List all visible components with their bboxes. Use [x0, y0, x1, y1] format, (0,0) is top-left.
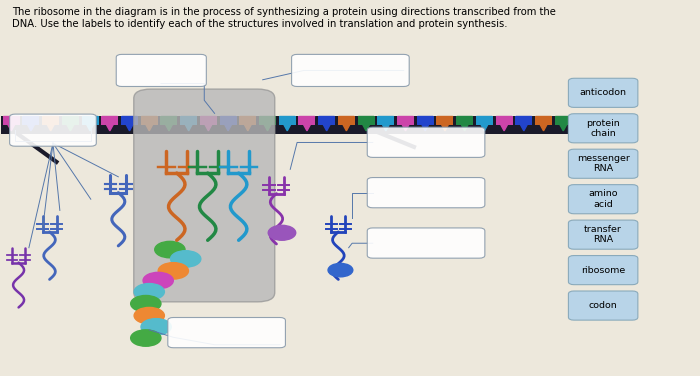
Text: messenger
RNA: messenger RNA [577, 154, 629, 173]
FancyBboxPatch shape [568, 114, 638, 143]
FancyBboxPatch shape [1, 115, 593, 133]
Polygon shape [438, 117, 453, 131]
FancyBboxPatch shape [318, 117, 335, 126]
FancyBboxPatch shape [239, 117, 256, 126]
Text: amino
acid: amino acid [589, 190, 618, 209]
Polygon shape [181, 117, 197, 131]
Polygon shape [496, 117, 512, 131]
Polygon shape [141, 117, 157, 131]
Text: anticodon: anticodon [580, 88, 627, 97]
FancyBboxPatch shape [82, 117, 99, 126]
FancyBboxPatch shape [397, 117, 414, 126]
FancyBboxPatch shape [42, 117, 60, 126]
FancyBboxPatch shape [220, 117, 237, 126]
Polygon shape [102, 117, 118, 131]
FancyBboxPatch shape [62, 117, 79, 126]
Polygon shape [83, 117, 98, 131]
Polygon shape [477, 117, 492, 131]
Text: The ribosome in the diagram is in the process of synthesizing a protein using di: The ribosome in the diagram is in the pr… [12, 7, 556, 29]
Circle shape [155, 241, 185, 258]
Polygon shape [23, 117, 38, 131]
Circle shape [268, 225, 295, 240]
Circle shape [143, 272, 174, 289]
FancyBboxPatch shape [292, 55, 410, 86]
FancyBboxPatch shape [3, 117, 20, 126]
Polygon shape [240, 117, 256, 131]
Polygon shape [201, 117, 216, 131]
Polygon shape [358, 117, 374, 131]
Polygon shape [43, 117, 59, 131]
FancyBboxPatch shape [535, 117, 552, 126]
FancyBboxPatch shape [568, 78, 638, 108]
FancyBboxPatch shape [368, 177, 485, 208]
FancyBboxPatch shape [134, 89, 275, 302]
Text: codon: codon [589, 301, 617, 310]
FancyBboxPatch shape [22, 117, 39, 126]
Polygon shape [62, 117, 78, 131]
Polygon shape [319, 117, 335, 131]
Circle shape [131, 296, 161, 312]
Polygon shape [339, 117, 354, 131]
Text: transfer
RNA: transfer RNA [584, 225, 622, 244]
FancyBboxPatch shape [568, 149, 638, 178]
FancyBboxPatch shape [476, 117, 493, 126]
FancyBboxPatch shape [116, 55, 206, 86]
FancyBboxPatch shape [496, 117, 512, 126]
FancyBboxPatch shape [368, 228, 485, 258]
FancyBboxPatch shape [416, 117, 434, 126]
FancyBboxPatch shape [515, 117, 532, 126]
Polygon shape [161, 117, 177, 131]
FancyBboxPatch shape [456, 117, 473, 126]
Polygon shape [220, 117, 236, 131]
Circle shape [131, 330, 161, 346]
FancyBboxPatch shape [568, 256, 638, 285]
Circle shape [171, 251, 201, 267]
Polygon shape [260, 117, 275, 131]
Polygon shape [556, 117, 571, 131]
FancyBboxPatch shape [377, 117, 394, 126]
FancyBboxPatch shape [200, 117, 217, 126]
FancyBboxPatch shape [358, 117, 374, 126]
FancyBboxPatch shape [141, 117, 158, 126]
FancyBboxPatch shape [575, 117, 592, 126]
Text: ribosome: ribosome [581, 265, 625, 274]
FancyBboxPatch shape [568, 291, 638, 320]
FancyBboxPatch shape [259, 117, 276, 126]
Polygon shape [378, 117, 393, 131]
Polygon shape [457, 117, 473, 131]
Polygon shape [299, 117, 315, 131]
FancyBboxPatch shape [168, 317, 286, 348]
Circle shape [134, 284, 164, 300]
Circle shape [134, 308, 164, 324]
Text: protein
chain: protein chain [587, 118, 620, 138]
FancyBboxPatch shape [555, 117, 572, 126]
FancyBboxPatch shape [338, 117, 355, 126]
Polygon shape [536, 117, 552, 131]
FancyBboxPatch shape [180, 117, 197, 126]
Polygon shape [398, 117, 413, 131]
Polygon shape [4, 117, 19, 131]
Polygon shape [516, 117, 531, 131]
FancyBboxPatch shape [10, 114, 97, 146]
Circle shape [328, 264, 353, 277]
FancyBboxPatch shape [298, 117, 316, 126]
FancyBboxPatch shape [121, 117, 138, 126]
Polygon shape [122, 117, 137, 131]
FancyBboxPatch shape [160, 117, 177, 126]
FancyBboxPatch shape [568, 185, 638, 214]
FancyBboxPatch shape [368, 127, 485, 158]
Circle shape [141, 318, 172, 335]
FancyBboxPatch shape [568, 220, 638, 249]
FancyBboxPatch shape [279, 117, 295, 126]
Polygon shape [279, 117, 295, 131]
FancyBboxPatch shape [102, 117, 118, 126]
FancyBboxPatch shape [437, 117, 454, 126]
Circle shape [158, 263, 188, 279]
Polygon shape [417, 117, 433, 131]
Polygon shape [575, 117, 591, 131]
